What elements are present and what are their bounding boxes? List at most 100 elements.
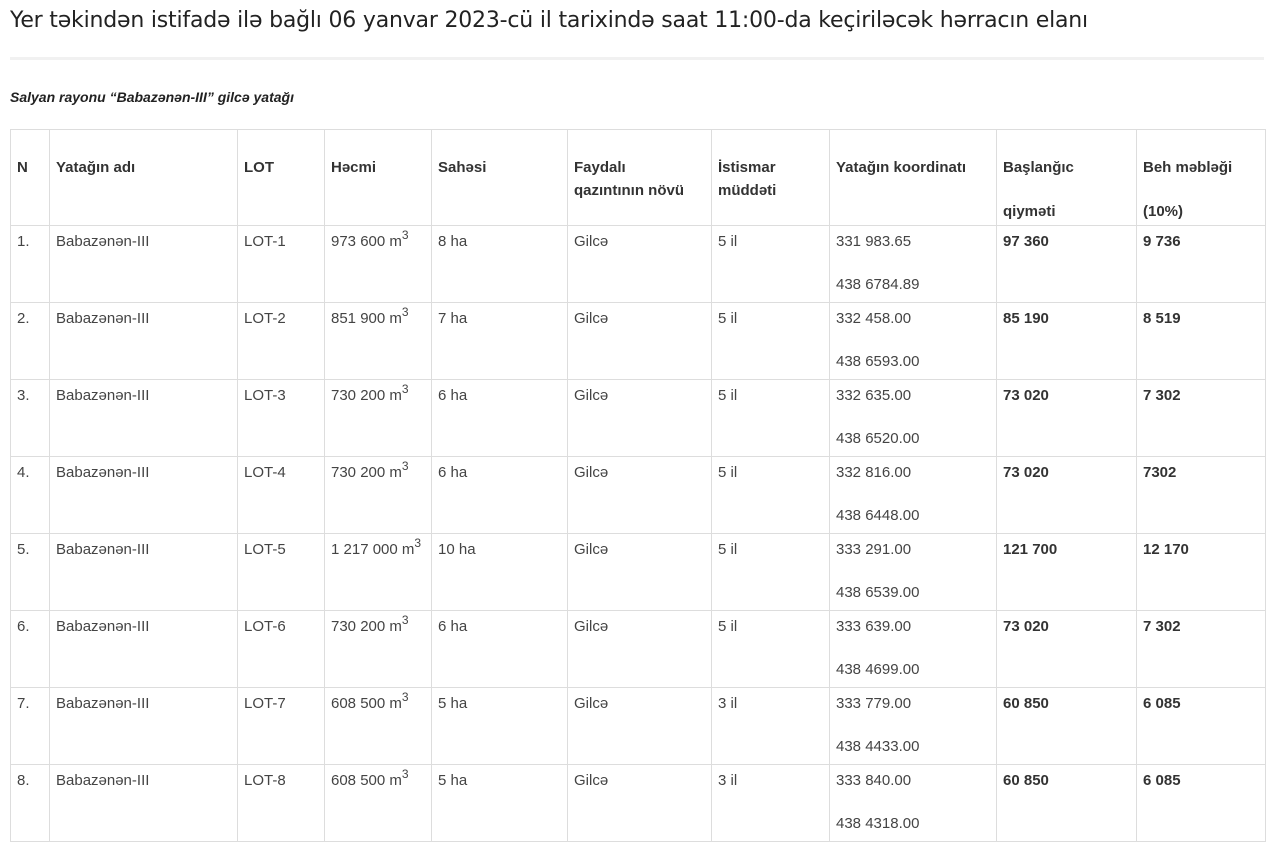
cell-coords: 333 291.00 438 6539.00 [829, 533, 997, 611]
cell-coords: 332 816.00 438 6448.00 [829, 456, 997, 534]
coord-y: 438 4699.00 [836, 661, 920, 678]
volume-value: 730 200 m [331, 618, 402, 635]
coord-y: 438 4433.00 [836, 738, 920, 755]
cell-lot: LOT-1 [237, 225, 325, 303]
table-row: 5. Babazənən-III LOT-5 1 217 000 m3 10 h… [10, 533, 1266, 611]
cell-lot: LOT-7 [237, 687, 325, 765]
cell-volume: 730 200 m3 [324, 456, 432, 534]
coord-y: 438 6539.00 [836, 584, 920, 601]
cell-type: Gilcə [567, 610, 712, 688]
cell-term: 5 il [711, 533, 830, 611]
cell-volume: 608 500 m3 [324, 764, 432, 842]
header-term: İstismar müddəti [711, 129, 830, 226]
volume-value: 851 900 m [331, 310, 402, 327]
auction-lots-table: N Yatağın adı LOT Həcmi Sahəsi Faydalı qa… [10, 129, 1266, 842]
cell-volume: 851 900 m3 [324, 302, 432, 380]
cell-volume: 730 200 m3 [324, 379, 432, 457]
cell-lot: LOT-3 [237, 379, 325, 457]
table-row: 4. Babazənən-III LOT-4 730 200 m3 6 ha G… [10, 456, 1266, 534]
cell-lot: LOT-4 [237, 456, 325, 534]
header-name: Yatağın adı [49, 129, 238, 226]
cell-deposit: 9 736 [1136, 225, 1266, 303]
coord-y: 438 6593.00 [836, 353, 920, 370]
cell-term: 5 il [711, 610, 830, 688]
cell-name: Babazənən-III [49, 533, 238, 611]
coord-x: 332 635.00 [836, 387, 912, 404]
header-type-line1: Faydalı [574, 159, 626, 176]
cell-deposit: 6 085 [1136, 764, 1266, 842]
cell-area: 5 ha [431, 687, 568, 765]
coord-x: 332 458.00 [836, 310, 912, 327]
cell-coords: 332 635.00 438 6520.00 [829, 379, 997, 457]
cell-area: 8 ha [431, 225, 568, 303]
cell-name: Babazənən-III [49, 456, 238, 534]
table-row: 8. Babazənən-III LOT-8 608 500 m3 5 ha G… [10, 764, 1266, 842]
cell-price: 73 020 [996, 456, 1137, 534]
coord-x: 333 639.00 [836, 618, 912, 635]
cell-term: 5 il [711, 456, 830, 534]
volume-value: 973 600 m [331, 233, 402, 250]
cell-term: 5 il [711, 379, 830, 457]
cell-n: 6. [10, 610, 50, 688]
cell-type: Gilcə [567, 225, 712, 303]
cell-area: 6 ha [431, 456, 568, 534]
cell-deposit: 12 170 [1136, 533, 1266, 611]
header-n: N [10, 129, 50, 226]
cell-area: 7 ha [431, 302, 568, 380]
cell-lot: LOT-6 [237, 610, 325, 688]
coord-y: 438 6520.00 [836, 430, 920, 447]
cell-deposit: 6 085 [1136, 687, 1266, 765]
header-price-line2: qiyməti [1003, 203, 1056, 220]
volume-exponent: 3 [414, 536, 422, 550]
header-term-line1: İstismar [718, 159, 776, 176]
cell-lot: LOT-8 [237, 764, 325, 842]
cell-price: 73 020 [996, 379, 1137, 457]
cell-type: Gilcə [567, 533, 712, 611]
cell-term: 3 il [711, 764, 830, 842]
header-lot: LOT [237, 129, 325, 226]
header-type-line2: qazıntının növü [574, 182, 684, 199]
cell-deposit: 7 302 [1136, 379, 1266, 457]
header-area: Sahəsi [431, 129, 568, 226]
cell-type: Gilcə [567, 687, 712, 765]
cell-coords: 331 983.65 438 6784.89 [829, 225, 997, 303]
cell-coords: 332 458.00 438 6593.00 [829, 302, 997, 380]
page-title: Yer təkindən istifadə ilə bağlı 06 yanva… [10, 8, 1088, 33]
cell-type: Gilcə [567, 379, 712, 457]
coord-x: 333 291.00 [836, 541, 912, 558]
volume-exponent: 3 [401, 690, 409, 704]
cell-area: 6 ha [431, 610, 568, 688]
cell-lot: LOT-5 [237, 533, 325, 611]
cell-name: Babazənən-III [49, 687, 238, 765]
cell-coords: 333 779.00 438 4433.00 [829, 687, 997, 765]
cell-name: Babazənən-III [49, 379, 238, 457]
cell-n: 4. [10, 456, 50, 534]
cell-deposit: 8 519 [1136, 302, 1266, 380]
volume-exponent: 3 [401, 305, 409, 319]
cell-name: Babazənən-III [49, 610, 238, 688]
header-deposit-line1: Beh məbləği [1143, 159, 1233, 176]
volume-value: 1 217 000 m [331, 541, 415, 558]
cell-n: 2. [10, 302, 50, 380]
cell-term: 5 il [711, 225, 830, 303]
header-volume: Həcmi [324, 129, 432, 226]
header-price-line1: Başlanğıc [1003, 159, 1074, 176]
cell-deposit: 7302 [1136, 456, 1266, 534]
header-type: Faydalı qazıntının növü [567, 129, 712, 226]
cell-type: Gilcə [567, 456, 712, 534]
cell-name: Babazənən-III [49, 302, 238, 380]
cell-lot: LOT-2 [237, 302, 325, 380]
cell-price: 60 850 [996, 687, 1137, 765]
cell-term: 5 il [711, 302, 830, 380]
cell-deposit: 7 302 [1136, 610, 1266, 688]
header-term-line2: müddəti [718, 182, 777, 199]
coord-x: 331 983.65 [836, 233, 912, 250]
header-deposit: Beh məbləği (10%) [1136, 129, 1266, 226]
cell-area: 5 ha [431, 764, 568, 842]
cell-n: 8. [10, 764, 50, 842]
cell-n: 1. [10, 225, 50, 303]
divider [10, 57, 1264, 60]
coord-y: 438 6784.89 [836, 276, 920, 293]
cell-volume: 608 500 m3 [324, 687, 432, 765]
coord-y: 438 6448.00 [836, 507, 920, 524]
